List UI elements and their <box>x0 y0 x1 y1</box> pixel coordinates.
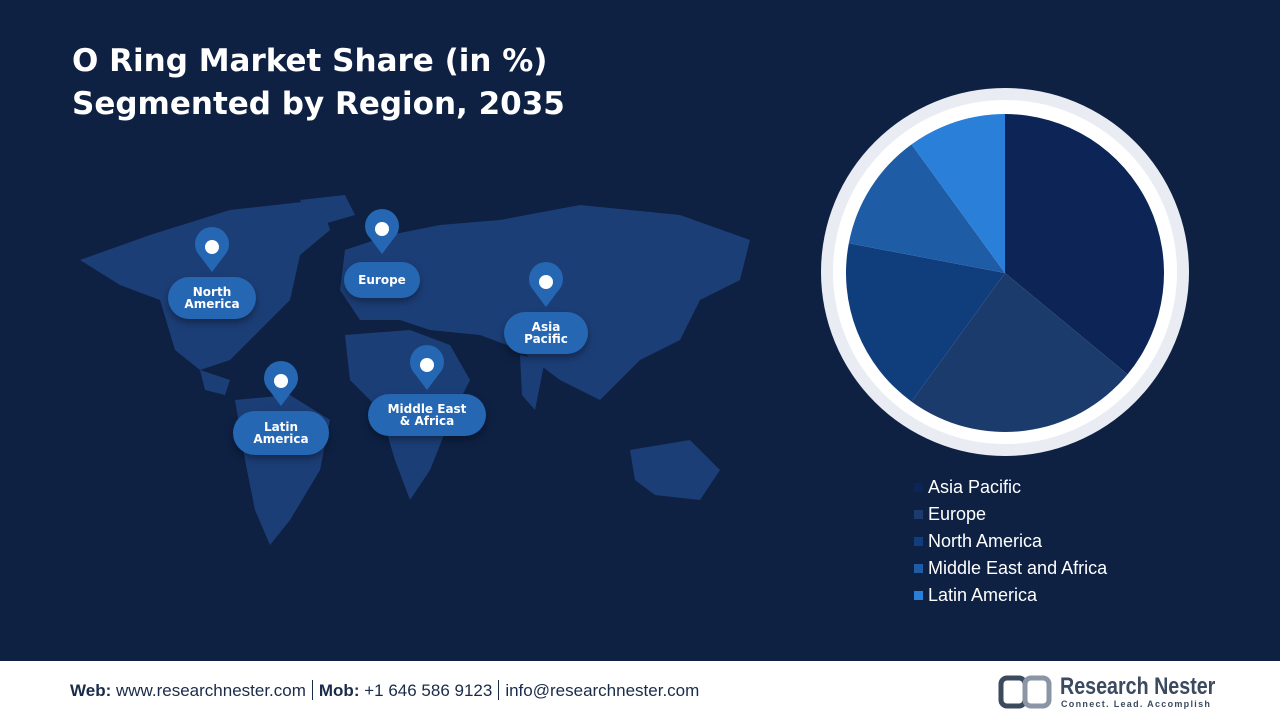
map-label: Middle East & Africa <box>368 394 486 436</box>
map-label: Europe <box>344 262 420 298</box>
brand: Research Nester <box>1060 673 1216 700</box>
chart-title: O Ring Market Share (in %) Segmented by … <box>72 43 565 122</box>
legend-label: Latin America <box>928 585 1038 605</box>
pie-slice <box>1005 114 1164 375</box>
pie-slice <box>846 243 1005 402</box>
web[interactable]: www.researchnester.com <box>115 681 306 700</box>
contact-line: Web: www.researchnester.com Mob: +1 646 5… <box>70 680 699 701</box>
email[interactable]: info@researchnester.com <box>505 681 700 700</box>
legend-swatch <box>914 483 923 492</box>
map-pins <box>195 208 563 406</box>
pie-slice <box>911 273 1128 432</box>
footer: Web: www.researchnester.com Mob: +1 646 5… <box>0 661 1280 720</box>
web-label: Web: <box>70 681 112 700</box>
map-label: Latin America <box>233 411 329 455</box>
legend-swatch <box>914 591 923 600</box>
logo-icon <box>998 675 1052 709</box>
mob: +1 646 586 9123 <box>364 681 493 700</box>
legend-label: Asia Pacific <box>928 477 1021 497</box>
map-label: North America <box>168 277 256 319</box>
pie-slice <box>848 144 1005 273</box>
pie-slice <box>911 114 1005 273</box>
legend-swatch <box>914 537 923 546</box>
legend-label: Middle East and Africa <box>928 558 1108 578</box>
legend-label: North America <box>928 531 1043 551</box>
legend-swatch <box>914 564 923 573</box>
legend-swatch <box>914 510 923 519</box>
legend-label: Europe <box>928 504 986 524</box>
map-label: Asia Pacific <box>504 312 588 354</box>
chart: Asia Pacific Europe North America Middle Ea… <box>80 88 1189 605</box>
tagline: Connect. Lead. Accomplish <box>1061 699 1212 709</box>
mob-label: Mob: <box>318 681 360 700</box>
